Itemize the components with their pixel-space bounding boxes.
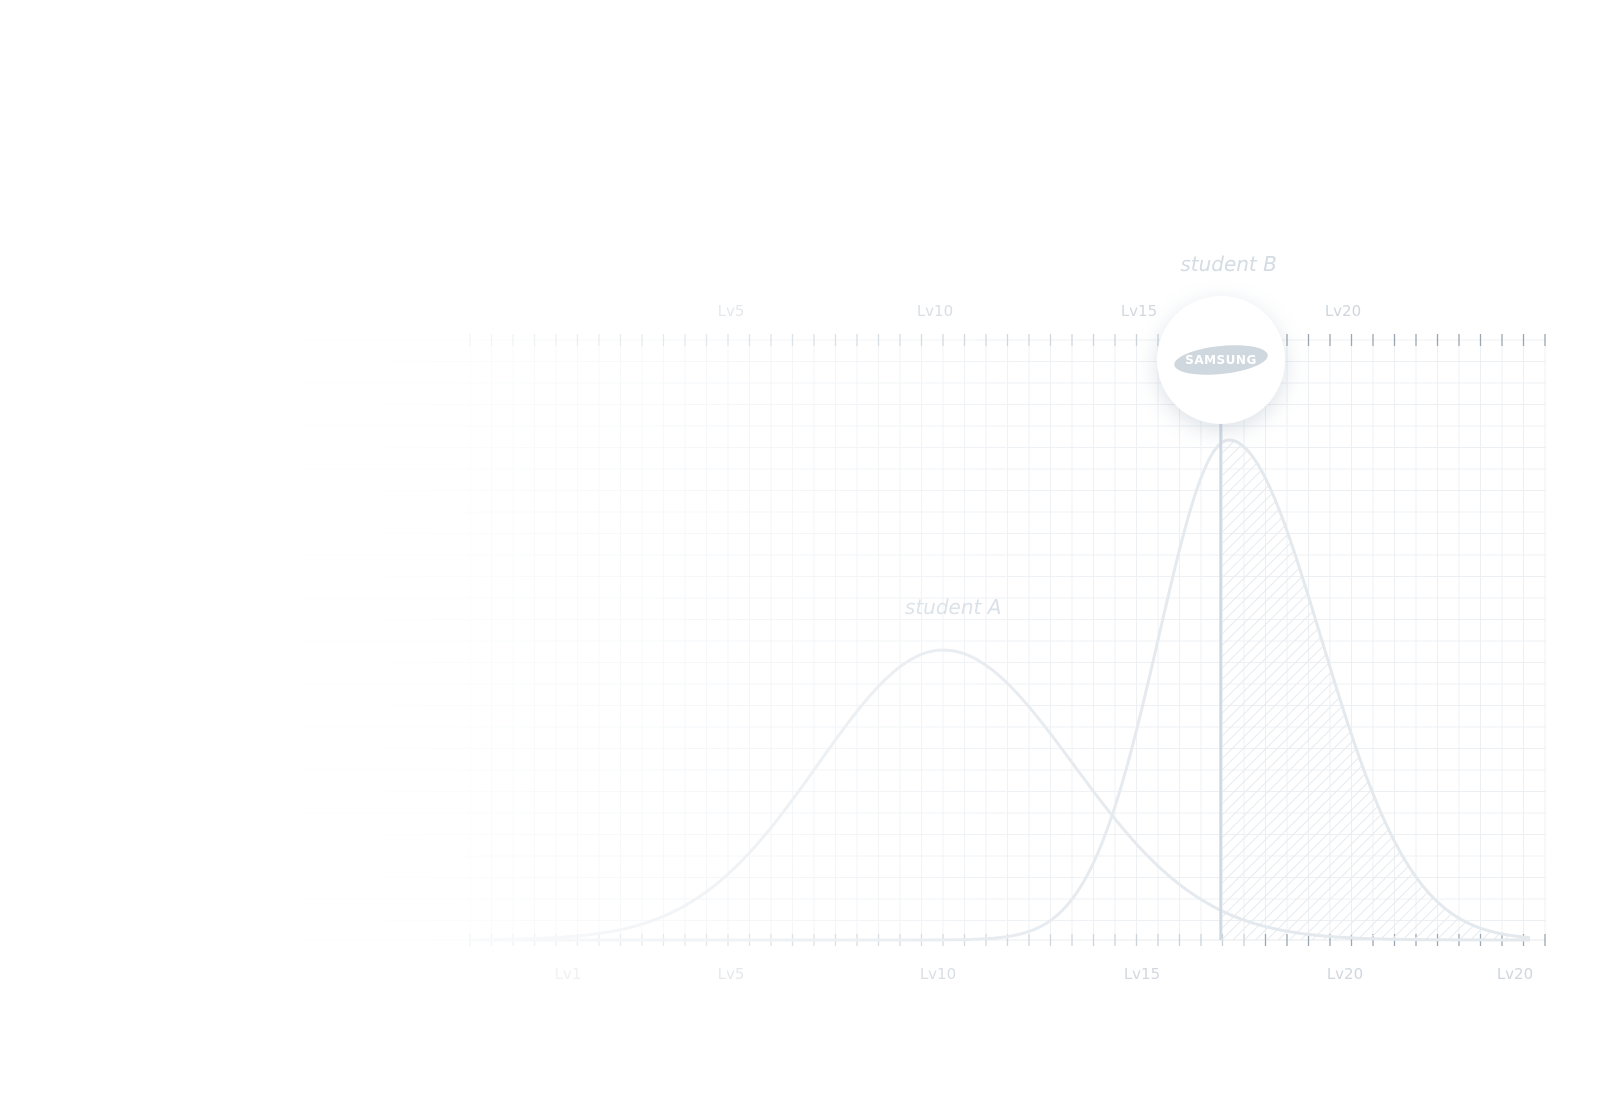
samsung-badge: SAMSUNG — [1156, 296, 1285, 424]
top-tick-label: Lv20 — [1325, 302, 1361, 320]
top-tick-label: Lv5 — [718, 302, 745, 320]
samsung-logo-text: SAMSUNG — [1185, 353, 1257, 367]
bottom-tick-label: Lv10 — [920, 965, 956, 983]
bottom-tick-label: Lv20 — [1497, 965, 1533, 983]
top-tick-label: Lv10 — [917, 302, 953, 320]
top-tick-label: Lv15 — [1121, 302, 1157, 320]
student-b-label: student B — [1180, 252, 1277, 276]
bottom-tick-label: Lv15 — [1124, 965, 1160, 983]
shaded-area — [1220, 440, 1530, 940]
bottom-tick-label: Lv1 — [555, 965, 582, 983]
curves — [469, 420, 1531, 942]
samsung-logo-icon: SAMSUNG — [1173, 345, 1268, 375]
bottom-tick-label: Lv20 — [1327, 965, 1363, 983]
bottom-tick-label: Lv5 — [718, 965, 745, 983]
student-a-label: student A — [905, 595, 1002, 619]
